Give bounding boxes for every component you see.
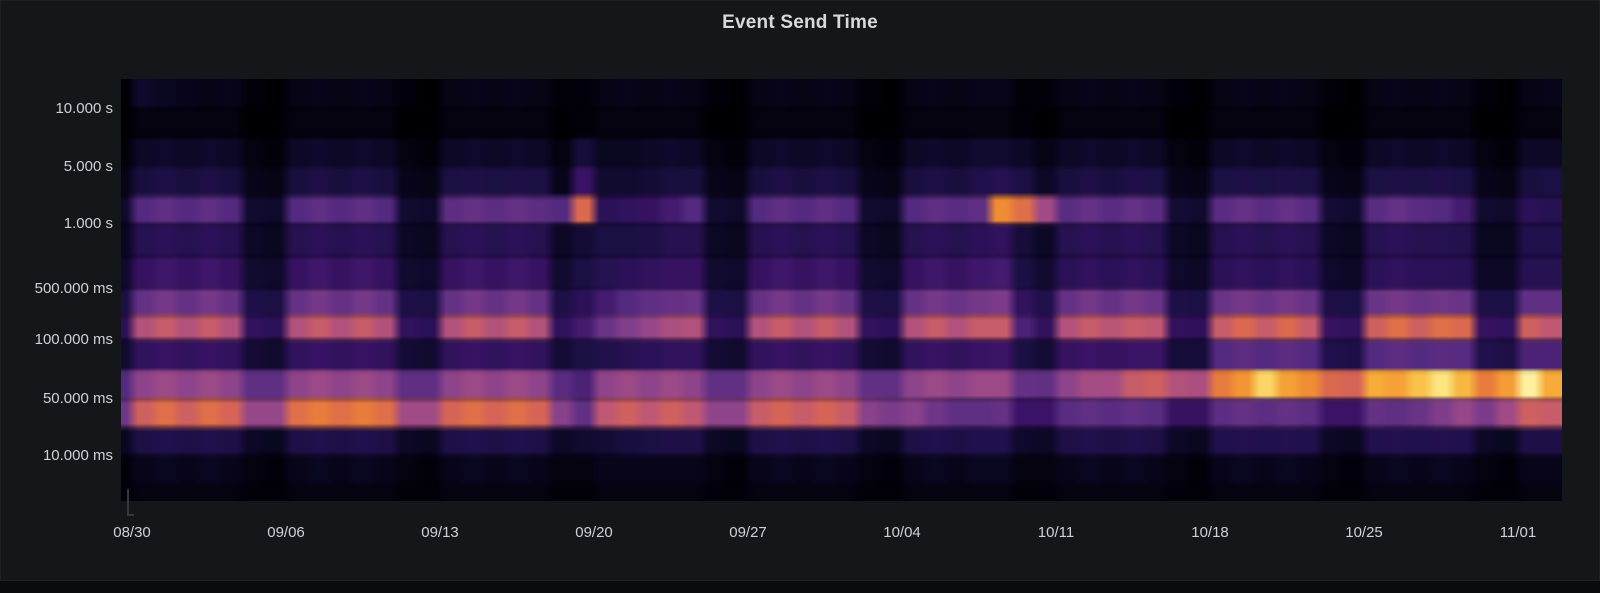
panel-title[interactable]: Event Send Time xyxy=(722,12,878,33)
axis-corner-tick-foot xyxy=(127,514,134,516)
heatmap-plot-area xyxy=(121,79,1562,501)
y-tick-label: 50.000 ms xyxy=(42,390,113,407)
y-tick-label: 5.000 s xyxy=(63,158,113,175)
x-tick-label: 09/13 xyxy=(421,524,459,541)
y-tick-label: 10.000 ms xyxy=(42,447,113,464)
x-tick-label: 10/11 xyxy=(1037,524,1075,541)
x-tick-label: 09/06 xyxy=(267,524,305,541)
axis-corner-tick xyxy=(127,489,129,516)
heatmap-canvas[interactable] xyxy=(121,79,1562,501)
x-tick-label: 09/27 xyxy=(729,524,767,541)
y-tick-label: 100.000 ms xyxy=(34,331,113,348)
x-tick-label: 08/30 xyxy=(113,524,151,541)
y-tick-label: 1.000 s xyxy=(63,215,113,232)
y-tick-label: 500.000 ms xyxy=(34,280,113,297)
x-tick-label: 11/01 xyxy=(1499,524,1537,541)
y-tick-label: 10.000 s xyxy=(55,100,113,117)
x-tick-label: 10/04 xyxy=(883,524,921,541)
x-tick-label: 09/20 xyxy=(575,524,613,541)
heatmap-panel: Event Send Time 10.000 s 5.000 s 1.000 s 50… xyxy=(0,0,1600,581)
x-tick-label: 10/25 xyxy=(1345,524,1383,541)
x-tick-label: 10/18 xyxy=(1191,524,1229,541)
